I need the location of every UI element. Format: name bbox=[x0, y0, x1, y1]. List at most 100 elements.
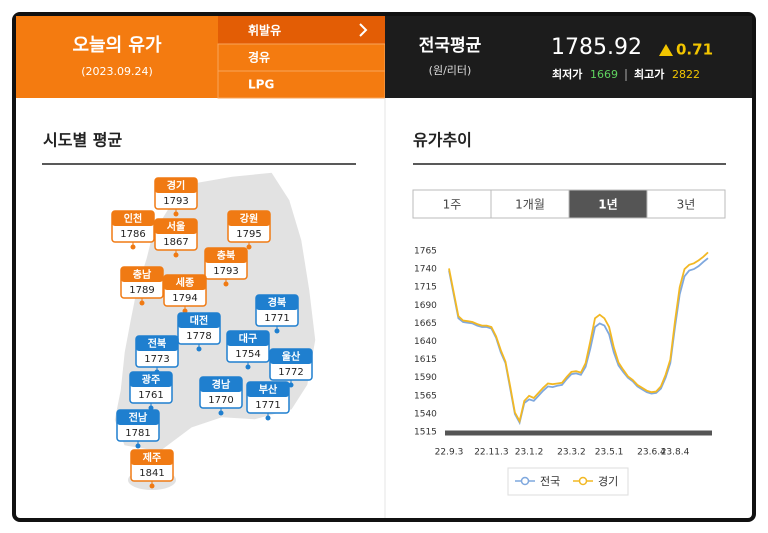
region-value: 1794 bbox=[172, 293, 197, 304]
region-name: 전북 bbox=[148, 337, 166, 350]
range-tab-label[interactable]: 1개월 bbox=[515, 198, 545, 212]
region-head bbox=[164, 275, 206, 290]
y-tick-label: 1715 bbox=[414, 283, 437, 293]
x-tick-label: 23.8.4 bbox=[661, 448, 690, 458]
header-title: 오늘의 유가 bbox=[72, 35, 162, 56]
max-label: 최고가 bbox=[634, 67, 664, 81]
region-value: 1773 bbox=[144, 354, 169, 365]
pin-dot bbox=[139, 300, 145, 306]
y-tick-label: 1590 bbox=[414, 373, 437, 383]
region-name: 강원 bbox=[240, 212, 258, 225]
region-head bbox=[178, 313, 220, 328]
min-label: 최저가 bbox=[552, 67, 582, 81]
region-value: 1771 bbox=[255, 400, 280, 411]
y-tick-label: 1740 bbox=[414, 265, 437, 275]
region-head bbox=[155, 219, 197, 234]
y-tick-label: 1615 bbox=[414, 355, 437, 365]
change: 0.71 bbox=[676, 41, 713, 59]
region-name: 전남 bbox=[129, 411, 148, 424]
y-tick-label: 1640 bbox=[414, 337, 437, 347]
region-head bbox=[155, 178, 197, 193]
range-tab[interactable] bbox=[412, 189, 492, 219]
region-value: 1781 bbox=[125, 428, 150, 439]
region-name: 대전 bbox=[190, 314, 208, 327]
x-tick-label: 23.6.4 bbox=[637, 448, 666, 458]
fuel-tab[interactable]: 휘발유 bbox=[248, 23, 281, 38]
pin-dot bbox=[149, 483, 155, 489]
region-value: 1778 bbox=[186, 331, 211, 342]
region-value: 1761 bbox=[138, 390, 163, 401]
header-orange bbox=[16, 16, 218, 98]
region-name: 세종 bbox=[176, 276, 194, 289]
y-tick-label: 1540 bbox=[414, 409, 437, 419]
pin-dot bbox=[173, 211, 179, 217]
unit: (원/리터) bbox=[429, 64, 472, 77]
region-value: 1793 bbox=[163, 196, 188, 207]
fuel-tab-active-bg[interactable] bbox=[218, 16, 385, 44]
region-head bbox=[200, 377, 242, 392]
region-name: 광주 bbox=[142, 374, 160, 386]
region-name: 충북 bbox=[217, 249, 235, 262]
fuel-tab-bg[interactable] bbox=[217, 43, 386, 72]
region-name: 부산 bbox=[259, 383, 278, 396]
legend-marker bbox=[578, 476, 588, 486]
region-value: 1786 bbox=[120, 229, 145, 240]
pin-dot bbox=[173, 252, 179, 258]
region-head bbox=[227, 331, 269, 346]
x-tick-label: 23.3.2 bbox=[557, 448, 586, 458]
region-value: 1754 bbox=[235, 349, 260, 360]
range-tab-label[interactable]: 1년 bbox=[598, 198, 617, 212]
x-tick-label: 23.1.2 bbox=[515, 448, 544, 458]
pin-dot bbox=[196, 346, 202, 352]
region-value: 1841 bbox=[139, 468, 164, 479]
max-value: 2822 bbox=[672, 68, 700, 81]
region-name: 제주 bbox=[143, 451, 161, 464]
pin-dot bbox=[130, 244, 136, 250]
up-icon bbox=[659, 44, 673, 56]
region-head bbox=[270, 349, 312, 364]
region-value: 1789 bbox=[129, 285, 154, 296]
header-date: (2023.09.24) bbox=[81, 65, 153, 78]
national-price: 1785.92 bbox=[551, 35, 642, 60]
range-tab[interactable] bbox=[646, 189, 726, 219]
region-head bbox=[205, 248, 247, 263]
region-head bbox=[136, 336, 178, 351]
pin-dot bbox=[274, 328, 280, 334]
pin-dot bbox=[135, 443, 141, 449]
region-head bbox=[112, 211, 154, 226]
trend-title: 유가추이 bbox=[413, 131, 472, 150]
region-name: 울산 bbox=[282, 350, 301, 363]
x-tick-label: 22.11.3 bbox=[474, 448, 508, 458]
y-tick-label: 1515 bbox=[414, 428, 437, 438]
region-value: 1770 bbox=[208, 395, 233, 406]
region-head bbox=[121, 267, 163, 282]
region-value: 1771 bbox=[264, 313, 289, 324]
series-line bbox=[448, 251, 709, 424]
y-tick-label: 1565 bbox=[414, 391, 437, 401]
fuel-tab-bg[interactable] bbox=[217, 70, 386, 99]
region-name: 경남 bbox=[212, 378, 231, 391]
x-tick-label: 23.5.1 bbox=[595, 448, 624, 458]
national-label: 전국평균 bbox=[419, 36, 482, 56]
region-head bbox=[247, 382, 289, 397]
region-head bbox=[117, 410, 159, 425]
pin-dot bbox=[218, 410, 224, 416]
header-dark bbox=[385, 16, 752, 98]
range-tab-label[interactable]: 1주 bbox=[443, 198, 462, 212]
legend-marker bbox=[520, 476, 530, 486]
region-name: 서울 bbox=[167, 220, 185, 233]
regions-title: 시도별 평균 bbox=[43, 131, 122, 150]
range-tab[interactable] bbox=[568, 189, 648, 219]
region-name: 충남 bbox=[133, 268, 152, 281]
region-value: 1795 bbox=[236, 229, 261, 240]
y-tick-label: 1765 bbox=[414, 247, 437, 257]
x-tick-label: 22.9.3 bbox=[435, 448, 464, 458]
pin-dot bbox=[245, 364, 251, 370]
region-head bbox=[131, 450, 173, 465]
min-value: 1669 bbox=[590, 68, 618, 81]
fuel-tab[interactable]: 경유 bbox=[248, 51, 270, 65]
region-name: 인천 bbox=[124, 212, 142, 225]
fuel-tab[interactable]: LPG bbox=[248, 78, 274, 92]
range-tab-label[interactable]: 3년 bbox=[677, 198, 696, 212]
